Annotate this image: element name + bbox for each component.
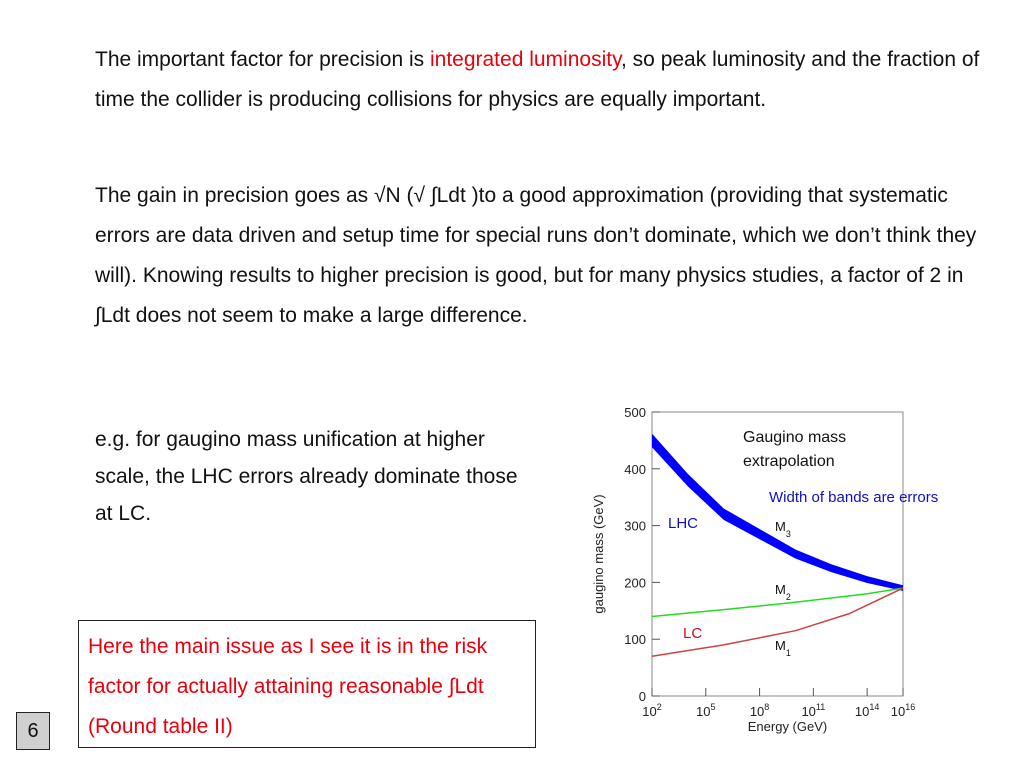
label-m2: M2 — [775, 582, 791, 602]
paragraph-precision-gain: The gain in precision goes as √N (√ ∫Ldt… — [95, 184, 977, 327]
x-tick-label: 108 — [750, 702, 769, 719]
y-axis-label: gaugino mass (GeV) — [591, 494, 606, 613]
label-lc: LC — [683, 625, 702, 642]
x-tick-label: 1014 — [855, 702, 879, 719]
gaugino-mass-chart: 0 100 200 300 400 500 102 105 108 1011 1014 1016 Ene… — [585, 398, 1020, 738]
y-tick-label: 0 — [639, 689, 646, 704]
note-box: Here the main issue as I see it is in th… — [78, 620, 536, 748]
x-tick-label: 1011 — [801, 702, 825, 719]
series-m1-line — [651, 587, 904, 657]
label-m1: M1 — [775, 638, 791, 658]
plot-frame — [651, 411, 904, 697]
label-m3: M3 — [775, 519, 791, 539]
y-tick-label: 500 — [624, 405, 646, 420]
paragraph-gaugino-example: e.g. for gaugino mass unification at hig… — [95, 428, 518, 525]
y-tick-label: 100 — [624, 632, 646, 647]
chart-title-line-1: Gaugino mass — [743, 429, 846, 446]
x-axis-label: Energy (GeV) — [748, 719, 827, 734]
label-lhc: LHC — [668, 515, 698, 532]
paragraph-luminosity-pre: The important factor for precision is — [95, 48, 430, 71]
series-m2-line — [651, 587, 904, 618]
y-tick-label: 200 — [624, 575, 646, 590]
y-tick-label: 400 — [624, 462, 646, 477]
highlight-integrated-luminosity: integrated luminosity — [429, 48, 622, 71]
page-number: 6 — [16, 712, 50, 750]
paragraph-luminosity: The important factor for precision is in… — [95, 40, 985, 120]
paragraph-luminosity-post: , so peak luminosity and the fraction of… — [95, 48, 980, 111]
x-tick-label: 105 — [696, 702, 715, 719]
chart-title-line-2: extrapolation — [743, 453, 835, 470]
x-tick-label: 102 — [642, 702, 661, 719]
y-tick-label: 300 — [624, 519, 646, 534]
chart-background — [585, 398, 1020, 738]
chart-annotation-errors: Width of bands are errors — [769, 489, 938, 506]
x-tick-label: 1016 — [891, 702, 915, 719]
